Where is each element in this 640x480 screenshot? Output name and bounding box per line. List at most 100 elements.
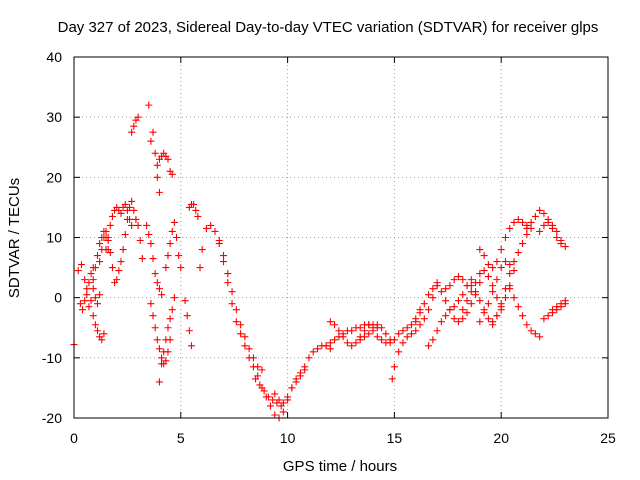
data-point: [467, 276, 475, 284]
data-point: [162, 336, 170, 344]
data-point: [412, 327, 420, 335]
data-point: [540, 209, 548, 217]
y-tick-label: 0: [54, 290, 62, 306]
data-point: [211, 227, 219, 235]
data-point: [232, 318, 240, 326]
data-point: [134, 221, 142, 229]
data-point: [271, 390, 279, 398]
data-point: [269, 396, 277, 404]
axis-ticks: [73, 56, 609, 419]
data-point: [501, 258, 509, 266]
data-point: [183, 312, 191, 320]
data-point: [356, 336, 364, 344]
data-point: [335, 327, 343, 335]
data-point: [378, 324, 386, 332]
data-point: [143, 221, 151, 229]
data-point: [378, 336, 386, 344]
chart-title: Day 327 of 2023, Sidereal Day-to-day VTE…: [58, 19, 599, 36]
data-point: [89, 285, 97, 293]
data-point: [382, 330, 390, 338]
data-point: [523, 230, 531, 238]
data-point: [429, 294, 437, 302]
data-point: [510, 258, 518, 266]
data-point: [74, 267, 82, 275]
series-arc-16: [181, 297, 195, 350]
data-point: [497, 246, 505, 254]
data-point: [254, 363, 262, 371]
data-point: [279, 399, 287, 407]
data-point: [79, 306, 87, 314]
data-point: [237, 330, 245, 338]
data-point: [147, 300, 155, 308]
data-point: [158, 360, 166, 368]
data-point: [472, 279, 480, 287]
data-point: [138, 255, 146, 263]
data-point: [399, 339, 407, 347]
data-point: [168, 227, 176, 235]
data-point: [493, 312, 501, 320]
data-point: [326, 339, 334, 347]
x-tick-label: 10: [280, 430, 296, 446]
x-axis-tick-labels: 0 5 10 15 20 25: [70, 430, 616, 446]
series-arc-30: [442, 273, 471, 293]
data-point: [395, 330, 403, 338]
data-point: [77, 261, 85, 269]
data-point: [164, 252, 172, 260]
grid-lines: [74, 57, 608, 418]
data-point: [459, 291, 467, 299]
data-point: [89, 276, 97, 284]
data-point: [87, 297, 95, 305]
data-point: [472, 288, 480, 296]
series-arc-26: [386, 309, 424, 347]
data-point: [85, 303, 93, 311]
data-point: [130, 122, 138, 130]
data-point: [81, 276, 89, 284]
data-point: [83, 285, 91, 293]
data-point: [93, 327, 101, 335]
data-point: [275, 396, 283, 404]
data-point: [305, 354, 313, 362]
data-point: [331, 336, 339, 344]
data-point: [369, 324, 377, 332]
data-point: [459, 306, 467, 314]
data-point: [544, 312, 552, 320]
data-point: [360, 333, 368, 341]
data-point: [173, 234, 181, 241]
data-point: [510, 218, 518, 226]
y-tick-label: -10: [42, 350, 62, 366]
data-point: [506, 270, 514, 278]
data-point: [151, 324, 159, 332]
data-point: [459, 276, 467, 284]
data-point: [531, 330, 539, 338]
data-point: [489, 288, 497, 296]
data-point: [252, 375, 260, 383]
data-point: [463, 297, 471, 305]
series-arc-21: [271, 342, 334, 407]
data-point: [480, 309, 488, 317]
data-point: [540, 315, 548, 323]
data-point: [123, 215, 131, 223]
data-point: [177, 264, 185, 272]
data-point: [134, 113, 142, 121]
data-point: [232, 306, 240, 314]
data-point: [493, 294, 501, 302]
data-point: [519, 218, 527, 226]
data-point: [108, 264, 116, 272]
series-arc-18: [196, 221, 309, 422]
series-arc-14: [155, 294, 178, 386]
series-arc-40: [548, 300, 569, 317]
data-point: [442, 297, 450, 305]
data-point: [76, 300, 84, 308]
data-point: [506, 224, 514, 232]
data-point: [91, 321, 99, 329]
data-point: [102, 227, 110, 235]
y-tick-label: 40: [46, 49, 62, 65]
data-point: [155, 285, 163, 293]
data-point: [271, 411, 279, 419]
data-point: [288, 384, 296, 392]
data-point: [170, 218, 178, 226]
data-point: [395, 348, 403, 356]
data-point: [162, 264, 170, 272]
data-point: [388, 375, 396, 383]
data-point: [81, 297, 89, 305]
